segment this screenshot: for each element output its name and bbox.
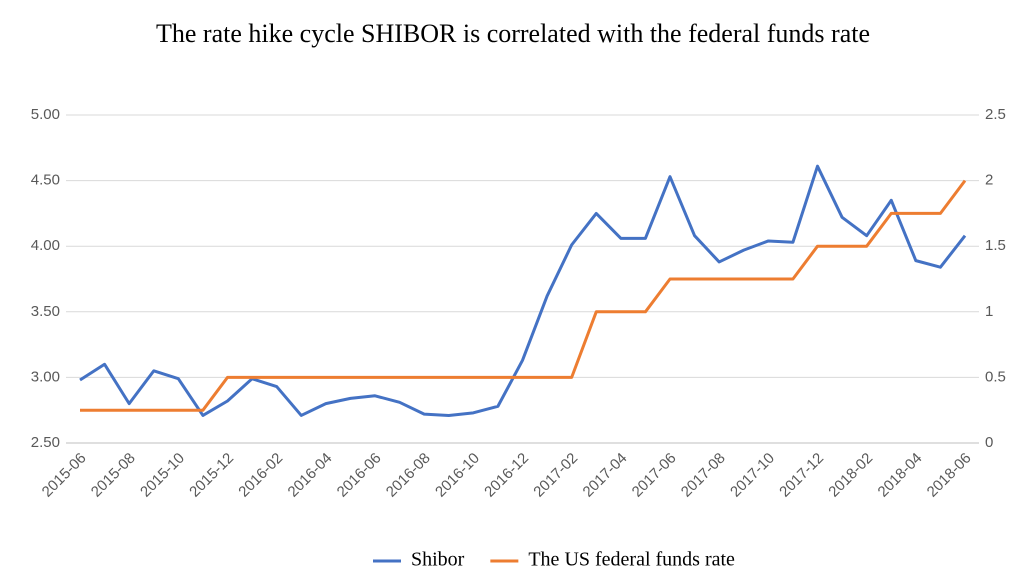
chart-title: The rate hike cycle SHIBOR is correlated… bbox=[156, 19, 870, 48]
y-tick-label: 2.50 bbox=[31, 434, 60, 451]
x-tick-label: 2016-10 bbox=[432, 450, 483, 501]
x-tick-label: 2018-06 bbox=[924, 450, 975, 501]
x-tick-label: 2016-04 bbox=[285, 450, 336, 501]
y-tick-label: 3.50 bbox=[31, 303, 60, 320]
y2-tick-label: 1.5 bbox=[985, 237, 1006, 254]
x-tick-label: 2016-12 bbox=[481, 450, 532, 501]
x-tick-label: 2017-12 bbox=[776, 450, 827, 501]
x-tick-label: 2016-06 bbox=[334, 450, 385, 501]
x-tick-label: 2017-08 bbox=[678, 450, 729, 501]
legend-label: Shibor bbox=[411, 549, 465, 571]
y2-tick-label: 0.5 bbox=[985, 368, 1006, 385]
x-tick-label: 2016-08 bbox=[383, 450, 434, 501]
y2-tick-label: 0 bbox=[985, 434, 993, 451]
legend-label: The US federal funds rate bbox=[528, 549, 735, 571]
y2-tick-label: 2 bbox=[985, 172, 993, 189]
x-tick-label: 2017-06 bbox=[629, 450, 680, 501]
x-tick-label: 2017-02 bbox=[530, 450, 581, 501]
x-tick-label: 2015-08 bbox=[88, 450, 139, 501]
y-tick-label: 4.50 bbox=[31, 172, 60, 189]
series-line bbox=[80, 179, 967, 412]
y2-tick-label: 1 bbox=[985, 303, 993, 320]
series-line bbox=[79, 164, 967, 417]
y-tick-label: 5.00 bbox=[31, 106, 60, 123]
x-tick-label: 2017-04 bbox=[580, 450, 631, 501]
x-tick-label: 2016-02 bbox=[235, 450, 286, 501]
x-tick-label: 2018-02 bbox=[825, 450, 876, 501]
y-tick-label: 3.00 bbox=[31, 368, 60, 385]
x-tick-label: 2015-06 bbox=[39, 450, 90, 501]
y-tick-label: 4.00 bbox=[31, 237, 60, 254]
x-tick-label: 2015-12 bbox=[186, 450, 237, 501]
x-tick-label: 2015-10 bbox=[137, 450, 188, 501]
y2-tick-label: 2.5 bbox=[985, 106, 1006, 123]
x-tick-label: 2018-04 bbox=[875, 450, 926, 501]
x-tick-label: 2017-10 bbox=[727, 450, 778, 501]
